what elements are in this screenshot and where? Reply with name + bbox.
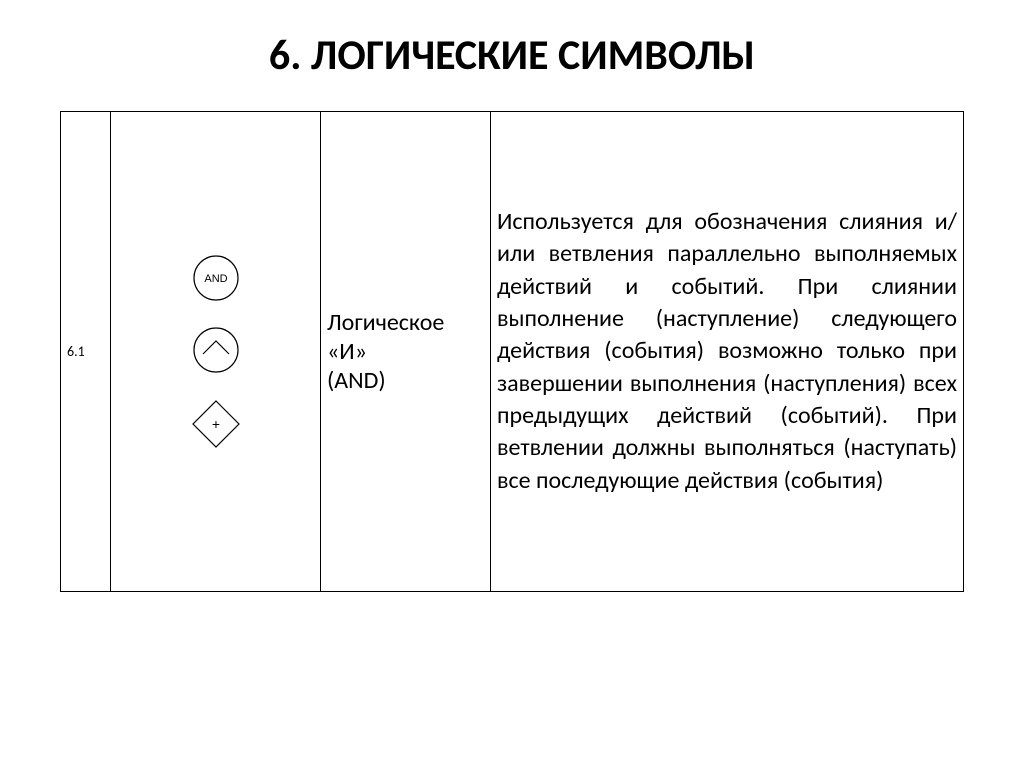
svg-text:+: + xyxy=(211,416,219,432)
and-circle-icon: AND xyxy=(191,253,241,303)
page-title: 6. ЛОГИЧЕСКИЕ СИМВОЛЫ xyxy=(60,30,964,81)
name-line2: «И» xyxy=(327,337,484,366)
row-name-cell: Логическое «И» (AND) xyxy=(321,112,491,592)
table-row: 6.1 AND + Логическое «И» (AND) xyxy=(61,112,964,592)
row-description-cell: Используется для обозначения слияния и/и… xyxy=(491,112,964,592)
chevron-circle-icon xyxy=(191,325,241,375)
row-symbol-cell: AND + xyxy=(111,112,321,592)
row-number: 6.1 xyxy=(67,343,85,360)
symbols-table: 6.1 AND + Логическое «И» (AND) xyxy=(60,111,964,592)
row-description: Используется для обозначения слияния и/и… xyxy=(497,207,957,495)
symbol-stack: AND + xyxy=(117,253,314,451)
row-number-cell: 6.1 xyxy=(61,112,111,592)
name-line3: (AND) xyxy=(327,366,484,395)
svg-text:AND: AND xyxy=(204,273,227,285)
name-line1: Логическое xyxy=(327,308,484,337)
plus-diamond-icon: + xyxy=(189,397,243,451)
